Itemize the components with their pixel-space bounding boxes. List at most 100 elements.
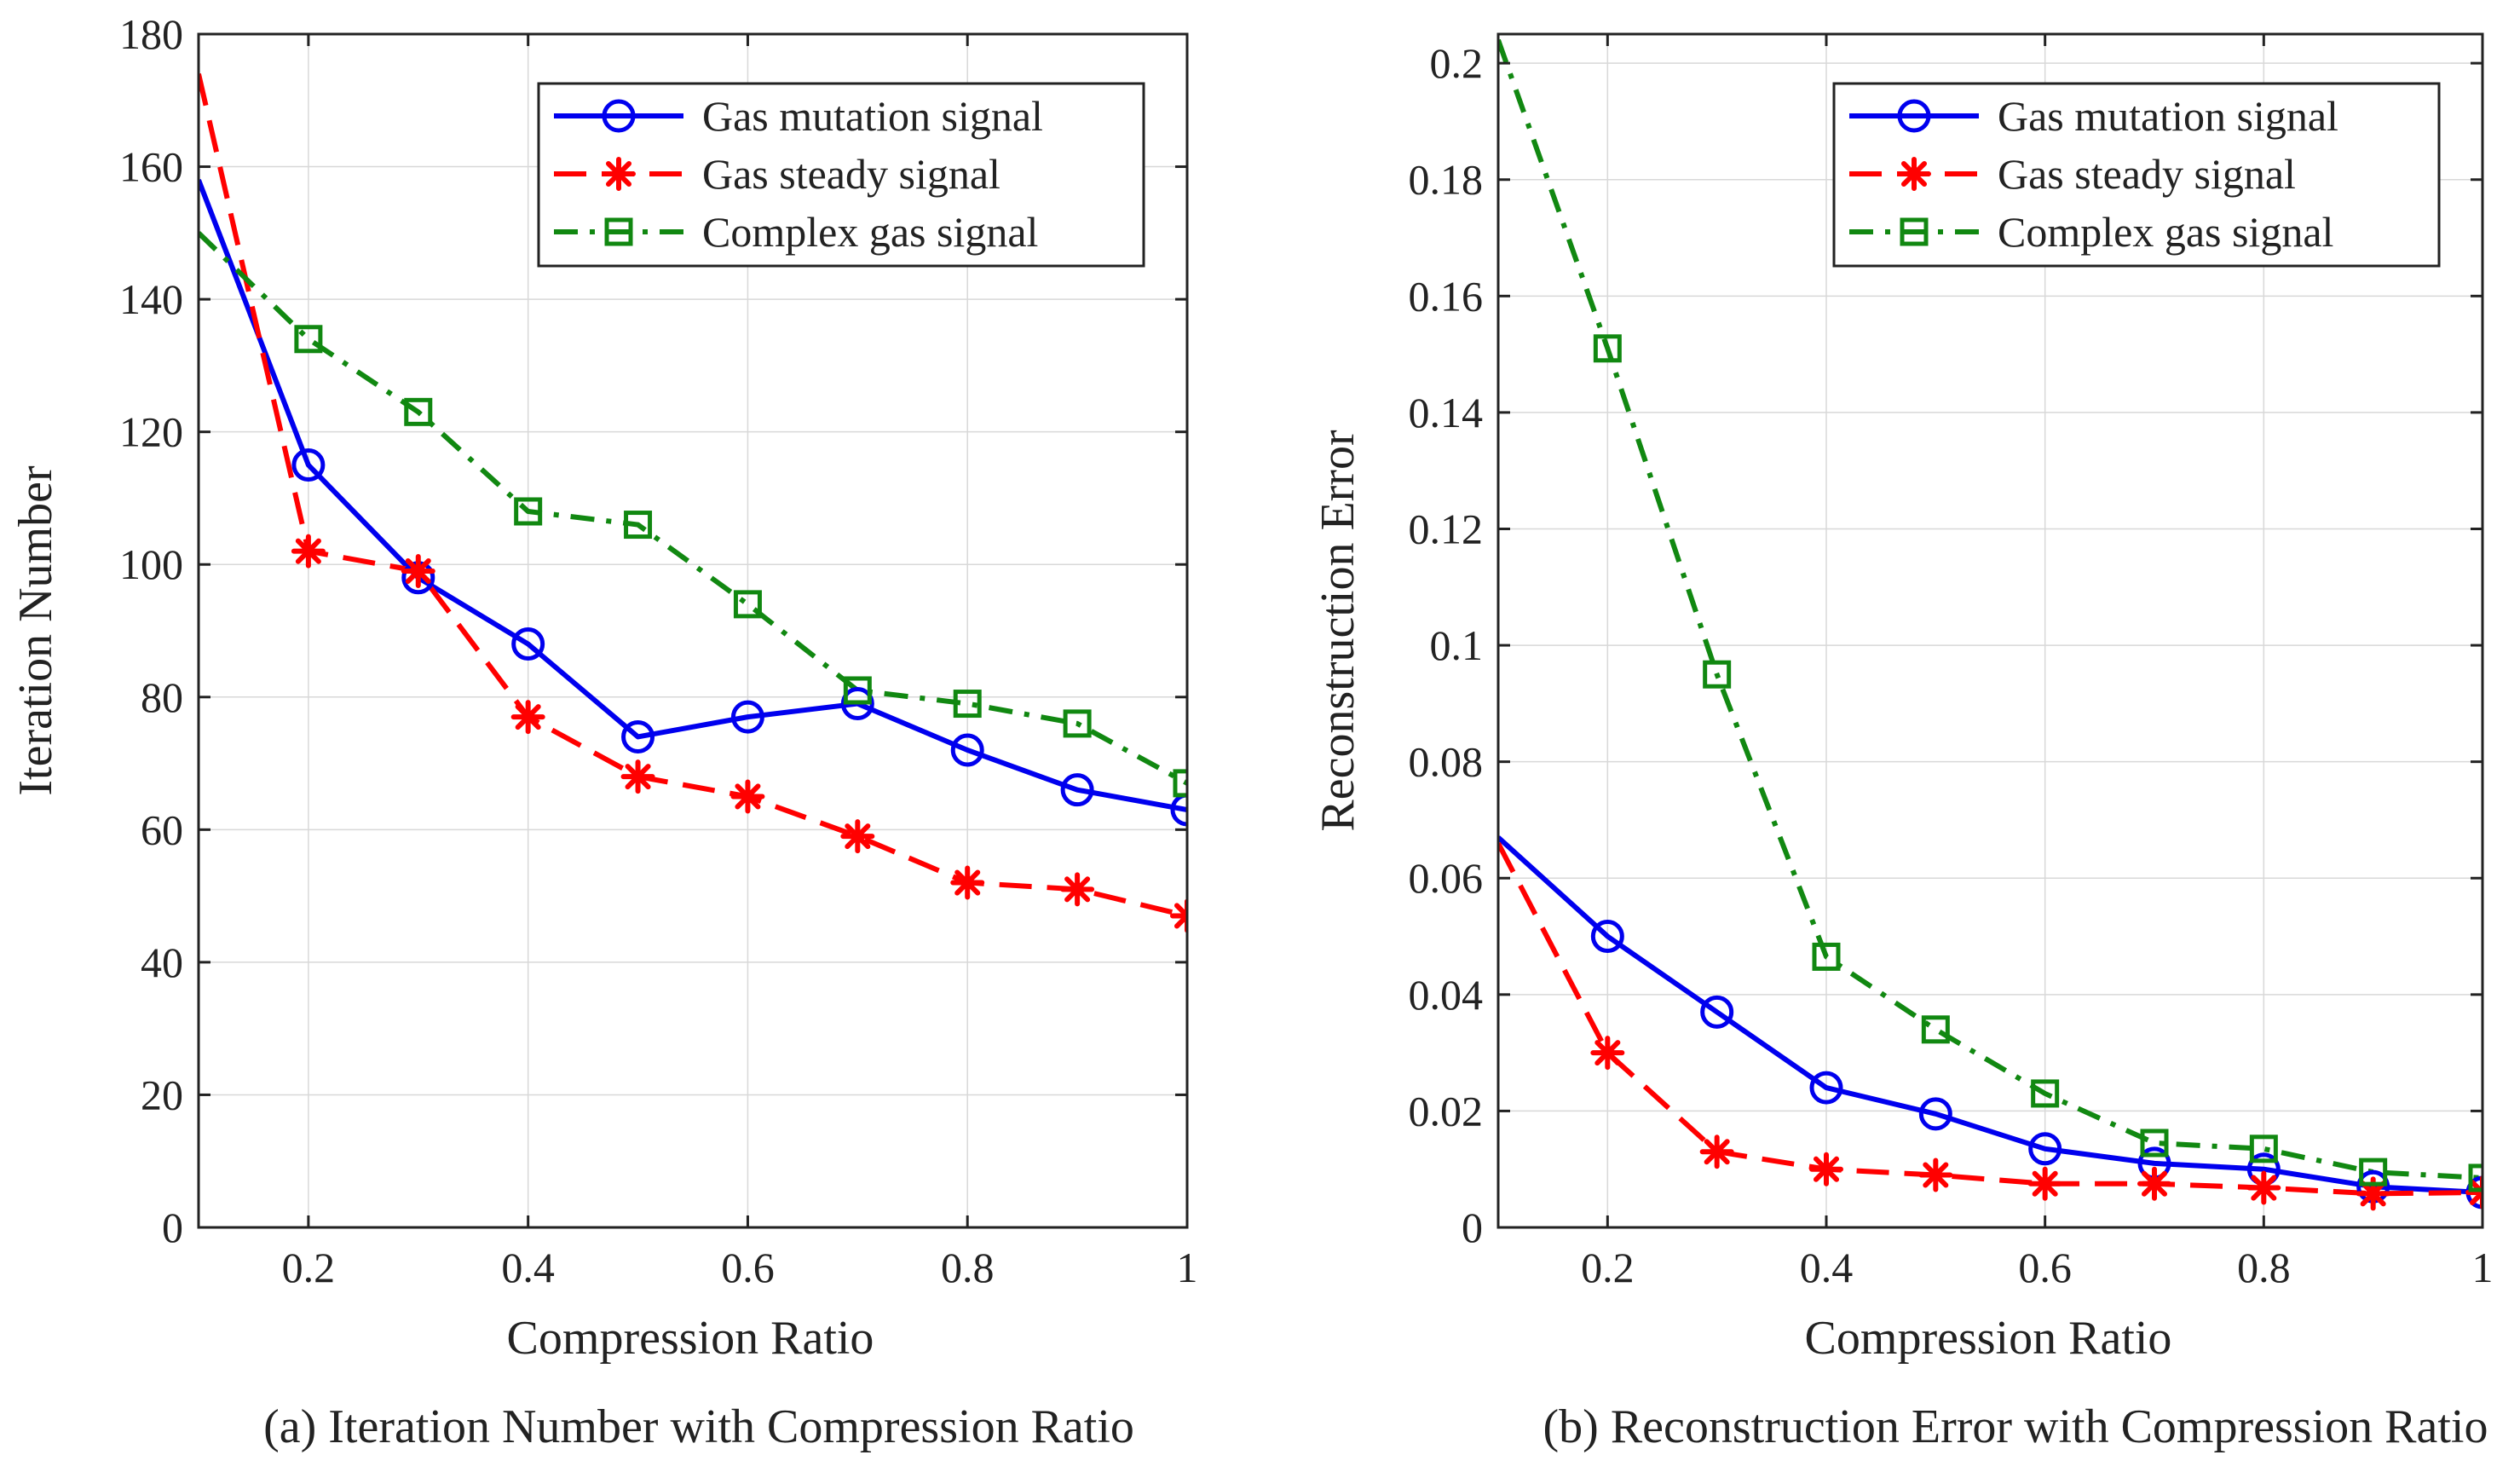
data-point-complex-gas-signal <box>2249 1134 2278 1163</box>
figure-caption: (b) Reconstruction Error with Compressio… <box>1543 1400 2488 1453</box>
axes-frame <box>1496 32 2484 1229</box>
data-point-complex-gas-signal <box>1921 1015 1950 1044</box>
series-line-gas-mutation-signal <box>199 179 1187 812</box>
data-point-complex-gas-signal <box>2140 1129 2169 1158</box>
data-point-complex-gas-signal <box>624 511 653 540</box>
data-point-complex-gas-signal <box>514 497 543 526</box>
data-point-gas-steady-signal <box>730 779 765 814</box>
legend-marker-complex-gas-signal <box>604 217 633 246</box>
legend-label-gas-mutation-signal: Gas mutation signal <box>1998 92 2338 140</box>
legend-label-gas-mutation-signal: Gas mutation signal <box>702 92 1043 140</box>
data-point-gas-mutation-signal <box>730 700 764 734</box>
data-point-complex-gas-signal <box>294 325 323 354</box>
data-point-gas-steady-signal <box>510 700 545 735</box>
x-tick-label: 0.8 <box>941 1244 995 1291</box>
data-point-complex-gas-signal <box>953 690 982 719</box>
data-point-gas-mutation-signal <box>1590 920 1624 954</box>
x-axis-label: Compression Ratio <box>1805 1312 2172 1365</box>
x-tick-label: 0.6 <box>2018 1244 2072 1291</box>
data-point-gas-steady-signal <box>620 759 655 794</box>
x-tick-label: 0.6 <box>721 1244 775 1291</box>
data-point-gas-mutation-signal <box>950 733 984 767</box>
x-tick-label: 1 <box>2472 1244 2494 1291</box>
ticks: 0 20 40 60 80 100 120 140 160 180 0.2 0.4 0.6 0.8 1 <box>119 10 1198 1291</box>
data-point-gas-mutation-signal <box>840 687 874 721</box>
x-tick-label: 0.8 <box>2237 1244 2291 1291</box>
y-tick-label: 0.18 <box>1409 156 1484 204</box>
data-point-gas-mutation-signal <box>1060 773 1094 807</box>
data-point-gas-mutation-signal <box>1809 1071 1843 1105</box>
data-point-gas-mutation-signal <box>621 719 655 753</box>
data-point-gas-steady-signal <box>1918 1158 1953 1192</box>
data-point-gas-steady-signal <box>950 865 985 900</box>
x-tick-label: 1 <box>1177 1244 1198 1291</box>
data-point-gas-steady-signal <box>840 819 875 854</box>
figure-caption: (a) Iteration Number with Compression Ra… <box>263 1400 1134 1453</box>
data-point-gas-steady-signal <box>2246 1170 2281 1205</box>
x-tick-label: 0.4 <box>1800 1244 1854 1291</box>
data-point-complex-gas-signal <box>2359 1158 2388 1186</box>
y-tick-label: 0 <box>1462 1204 1483 1251</box>
data-point-complex-gas-signal <box>1173 769 1187 798</box>
data-point-complex-gas-signal <box>843 676 872 705</box>
legend-marker-gas-mutation-signal <box>602 99 636 133</box>
legend: Gas mutation signal Gas steady signal Comp… <box>1832 82 2441 268</box>
panel-a: 0 20 40 60 80 100 120 140 160 180 0.2 0.4 0.6 0.8 1 Com… <box>9 10 1198 1453</box>
x-tick-label: 0.4 <box>501 1244 555 1291</box>
series-group <box>1498 38 2483 1211</box>
data-point-complex-gas-signal <box>2468 1163 2483 1192</box>
data-point-gas-steady-signal <box>2137 1166 2171 1201</box>
data-point-complex-gas-signal <box>2031 1079 2060 1108</box>
legend-marker-gas-mutation-signal <box>1897 99 1931 133</box>
data-point-gas-mutation-signal <box>1918 1097 1952 1131</box>
data-point-complex-gas-signal <box>1703 660 1732 689</box>
y-tick-label: 120 <box>119 408 183 456</box>
data-point-gas-steady-signal <box>1809 1152 1843 1186</box>
data-point-complex-gas-signal <box>404 397 433 426</box>
x-tick-label: 0.2 <box>282 1244 336 1291</box>
y-tick-label: 40 <box>141 938 183 986</box>
y-axis-label: Iteration Number <box>9 465 62 796</box>
legend-label-gas-steady-signal: Gas steady signal <box>1998 150 2296 198</box>
x-axis-label: Compression Ratio <box>507 1312 874 1365</box>
data-point-gas-steady-signal <box>401 554 435 588</box>
y-tick-label: 0.04 <box>1409 971 1484 1019</box>
data-point-gas-steady-signal <box>1699 1134 1734 1169</box>
data-point-gas-steady-signal <box>1590 1036 1625 1071</box>
data-point-gas-steady-signal <box>291 534 326 569</box>
data-point-complex-gas-signal <box>1063 709 1092 738</box>
y-axis-label: Reconstruction Error <box>1312 430 1364 832</box>
data-point-gas-steady-signal <box>1060 872 1095 907</box>
y-tick-label: 100 <box>119 540 183 588</box>
y-tick-label: 0.14 <box>1409 389 1484 436</box>
series-line-gas-steady-signal <box>199 72 1187 919</box>
y-tick-label: 0.16 <box>1409 272 1484 320</box>
series-line-gas-mutation-signal <box>1498 835 2483 1196</box>
series-line-complex-gas-signal <box>199 231 1187 786</box>
legend: Gas mutation signal Gas steady signal Comp… <box>537 82 1145 268</box>
y-tick-label: 80 <box>141 673 183 721</box>
panel-b: 0 0.02 0.04 0.06 0.08 0.1 0.12 0.14 0.16 0.18 0.2 0… <box>1312 32 2494 1453</box>
y-tick-label: 180 <box>119 10 183 58</box>
y-tick-label: 140 <box>119 275 183 323</box>
y-tick-label: 0.08 <box>1409 738 1484 786</box>
data-point-gas-mutation-signal <box>1700 995 1734 1029</box>
legend-marker-complex-gas-signal <box>1900 217 1929 246</box>
series-line-complex-gas-signal <box>1498 38 2483 1181</box>
y-tick-label: 60 <box>141 805 183 853</box>
y-tick-label: 20 <box>141 1071 183 1118</box>
series-line-gas-steady-signal <box>1498 841 2483 1197</box>
data-point-gas-steady-signal <box>2356 1176 2390 1211</box>
data-point-gas-steady-signal <box>2027 1166 2062 1201</box>
legend-label-gas-steady-signal: Gas steady signal <box>702 150 1001 198</box>
ticks: 0 0.02 0.04 0.06 0.08 0.1 0.12 0.14 0.16 0.18 0.2 0… <box>1409 34 2494 1291</box>
legend-label-complex-gas-signal: Complex gas signal <box>1998 208 2333 256</box>
legend-label-complex-gas-signal: Complex gas signal <box>702 208 1038 256</box>
y-tick-label: 0.1 <box>1430 621 1484 669</box>
legend-marker-gas-steady-signal <box>602 157 636 191</box>
data-point-complex-gas-signal <box>1812 942 1841 971</box>
y-tick-label: 0.02 <box>1409 1087 1484 1134</box>
data-point-complex-gas-signal <box>733 590 762 619</box>
axes-frame <box>197 32 1189 1229</box>
